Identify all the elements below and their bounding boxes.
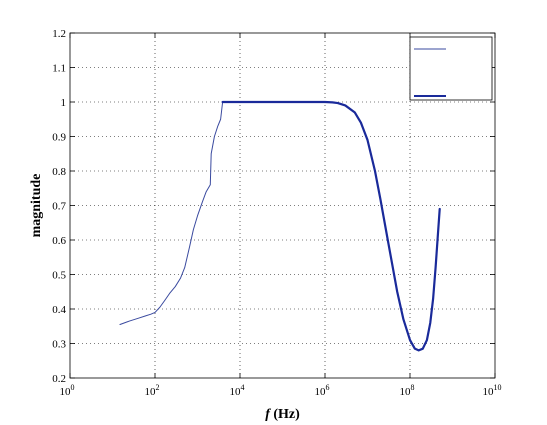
x-tick-label-base: 10: [315, 386, 327, 398]
y-tick-label: 0.3: [52, 339, 66, 351]
plot-area: [69, 32, 496, 379]
y-tick-label: 0.2: [52, 373, 66, 385]
tick-marks: [69, 32, 496, 379]
x-tick-label-base: 10: [60, 386, 72, 398]
y-tick-label: 0.8: [52, 166, 66, 178]
x-tick-label-exponent: 2: [156, 383, 160, 392]
y-tick-label: 0.5: [52, 270, 66, 282]
series-layer: [119, 100, 441, 352]
y-tick-label: 0.9: [52, 132, 66, 144]
x-tick-label-base: 10: [145, 386, 157, 398]
x-tick-label: 100: [60, 383, 75, 398]
x-axis-label-symbol: f: [265, 407, 271, 422]
x-tick-label-base: 10: [400, 386, 412, 398]
x-tick-label: 104: [230, 383, 245, 398]
x-tick-label-base: 10: [483, 386, 495, 398]
x-tick-label: 108: [400, 383, 415, 398]
x-axis-label: f (Hz): [265, 407, 300, 422]
y-tick-label: 0.4: [52, 304, 66, 316]
y-tick-label: 1.2: [52, 28, 66, 40]
x-tick-label: 106: [315, 383, 330, 398]
series-line-2: [221, 100, 441, 352]
x-tick-label-exponent: 8: [411, 383, 415, 392]
y-tick-label: 0.7: [52, 201, 66, 213]
x-tick-label-exponent: 0: [71, 383, 75, 392]
x-tick-label: 1010: [483, 383, 502, 398]
y-tick-label: 1: [61, 97, 67, 109]
y-tick-label: 0.6: [52, 235, 66, 247]
legend-frame: [409, 36, 493, 101]
series-line-1: [119, 101, 224, 326]
y-tick-labels: 0.2 0.3 0.4 0.5 0.6 0.7 0.8 0.9 1 1.1 1.2: [52, 28, 66, 385]
x-tick-label-exponent: 10: [494, 383, 502, 392]
x-tick-label: 102: [145, 383, 160, 398]
x-tick-label-exponent: 4: [241, 383, 245, 392]
legend: [409, 36, 493, 101]
x-axis-label-unit: (Hz): [270, 407, 300, 422]
y-axis-label: magnitude: [29, 174, 44, 238]
y-tick-label: 1.1: [52, 63, 66, 75]
x-tick-label-base: 10: [230, 386, 242, 398]
x-tick-label-exponent: 6: [326, 383, 330, 392]
x-tick-labels: 100 102 104 106 108 1010: [60, 383, 502, 398]
